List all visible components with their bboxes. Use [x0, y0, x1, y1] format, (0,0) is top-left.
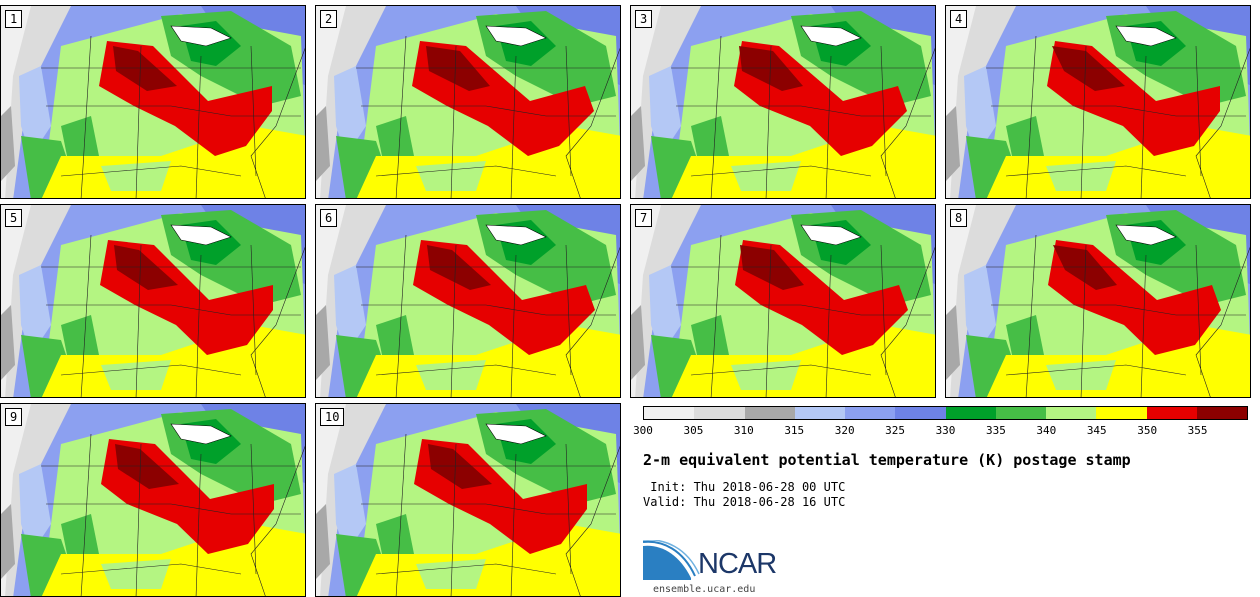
- valid-time: Valid: Thu 2018-06-28 16 UTC: [643, 495, 846, 509]
- map-field: [316, 404, 620, 596]
- colorbar-tick-label: 340: [1036, 424, 1057, 437]
- colorbar: [643, 406, 1248, 420]
- map-field: [631, 205, 935, 397]
- colorbar-bin-1: [694, 407, 745, 419]
- colorbar-tick-label: 350: [1137, 424, 1158, 437]
- map-panel-3: 3: [630, 5, 936, 199]
- colorbar-tick-label: 305: [683, 424, 704, 437]
- colorbar-bin-3: [794, 407, 845, 419]
- member-label: 4: [950, 10, 968, 28]
- member-label: 10: [320, 408, 345, 426]
- member-label: 1: [5, 10, 23, 28]
- logo-text: NCAR: [698, 548, 777, 580]
- colorbar-bin-4: [845, 407, 896, 419]
- colorbar-bin-7: [995, 407, 1046, 419]
- member-label: 3: [635, 10, 653, 28]
- map-field: [631, 6, 935, 198]
- colorbar-tick-label: 330: [935, 424, 956, 437]
- map-panel-7: 7: [630, 204, 936, 398]
- map-panel-10: 10: [315, 403, 621, 597]
- colorbar-bin-5: [895, 407, 946, 419]
- colorbar-tick-label: 325: [885, 424, 906, 437]
- map-panel-4: 4: [945, 5, 1251, 199]
- map-field: [1, 6, 305, 198]
- map-panel-6: 6: [315, 204, 621, 398]
- member-label: 2: [320, 10, 338, 28]
- colorbar-tick-label: 315: [784, 424, 805, 437]
- map-panel-1: 1: [0, 5, 306, 199]
- map-field: [946, 205, 1250, 397]
- colorbar-tick-label: 355: [1187, 424, 1208, 437]
- map-panel-9: 9: [0, 403, 306, 597]
- map-field: [316, 6, 620, 198]
- colorbar-tick-label: 310: [733, 424, 754, 437]
- member-label: 9: [5, 408, 23, 426]
- map-field: [1, 205, 305, 397]
- colorbar-bin-11: [1196, 407, 1247, 419]
- map-panel-8: 8: [945, 204, 1251, 398]
- member-label: 8: [950, 209, 968, 227]
- map-field: [316, 205, 620, 397]
- colorbar-tick-label: 300: [633, 424, 653, 437]
- member-label: 6: [320, 209, 338, 227]
- colorbar-tick-label: 345: [1086, 424, 1107, 437]
- colorbar-tick-label: 320: [834, 424, 855, 437]
- colorbar-bin-6: [945, 407, 996, 419]
- map-panel-5: 5: [0, 204, 306, 398]
- colorbar-tick-label: 335: [985, 424, 1006, 437]
- colorbar-bin-8: [1046, 407, 1097, 419]
- colorbar-bin-2: [744, 407, 795, 419]
- figure-title: 2-m equivalent potential temperature (K)…: [643, 451, 1131, 469]
- colorbar-bin-9: [1096, 407, 1147, 419]
- map-field: [946, 6, 1250, 198]
- colorbar-bin-10: [1146, 407, 1197, 419]
- member-label: 5: [5, 209, 23, 227]
- member-label: 7: [635, 209, 653, 227]
- ncar-logo-icon: [643, 540, 700, 580]
- map-field: [1, 404, 305, 596]
- logo-url: ensemble.ucar.edu: [653, 584, 756, 595]
- map-panel-2: 2: [315, 5, 621, 199]
- init-time: Init: Thu 2018-06-28 00 UTC: [643, 480, 846, 494]
- colorbar-bin-0: [644, 407, 695, 419]
- colorbar-ticks: 300 305 310 315 320 325 330 335 340 345 350 355: [633, 424, 1248, 438]
